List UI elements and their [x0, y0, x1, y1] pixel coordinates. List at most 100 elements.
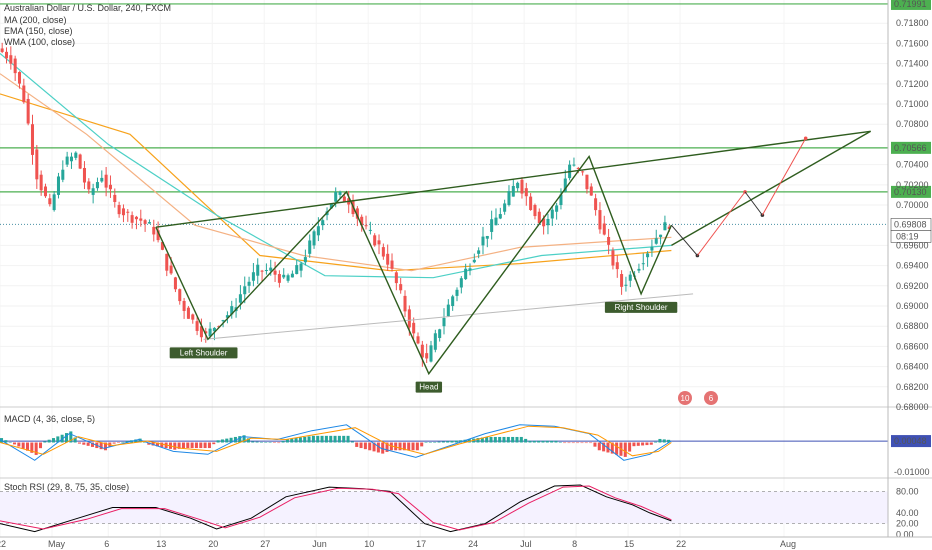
candle-body — [312, 231, 316, 246]
macd-signal-line — [0, 425, 672, 457]
candle-body — [217, 326, 221, 328]
price-level-tag — [891, 0, 931, 10]
macd-histogram-bar — [337, 435, 341, 443]
macd-histogram-bar — [628, 442, 632, 452]
candle-body — [576, 167, 580, 169]
macd-histogram-bar — [623, 442, 627, 457]
macd-histogram-bar — [532, 440, 536, 443]
macd-histogram-bar — [51, 438, 56, 443]
candle-body — [260, 270, 264, 272]
macd-histogram-bar — [199, 442, 203, 449]
macd-histogram-bar — [541, 440, 545, 443]
event-badges: 10 6 — [678, 391, 718, 405]
macd-histogram-bar — [242, 435, 246, 443]
candle-body — [126, 211, 130, 213]
macd-histogram-bar — [589, 442, 593, 444]
macd-histogram-bar — [47, 439, 51, 443]
candle-body — [650, 246, 654, 251]
macd-histogram-bar — [567, 442, 571, 444]
y-tick-label: 0.69400 — [896, 261, 929, 271]
macd-histogram-bar — [667, 439, 671, 443]
macd-histogram-bar — [225, 438, 229, 443]
macd-histogram-bar — [73, 437, 77, 443]
stoch-d-line — [0, 485, 672, 531]
x-tick-label: 24 — [468, 539, 478, 549]
pattern-annotations: Left Shoulder Head Right Shoulder — [169, 301, 678, 393]
candle-body — [230, 306, 234, 315]
candle-body — [533, 205, 537, 217]
y-tick-label: 0.68400 — [896, 362, 929, 372]
macd-histogram-bar — [320, 435, 324, 443]
candle-body — [503, 203, 507, 212]
macd-histogram-bar — [220, 439, 224, 443]
y-tick-label: 0.70400 — [896, 160, 929, 170]
macd-histogram-bar — [4, 440, 8, 443]
candle-body — [295, 265, 299, 275]
head-and-shoulders-path — [155, 155, 673, 376]
macd-histogram-bar — [654, 441, 658, 443]
macd-histogram-bar — [142, 441, 146, 443]
candle-body — [438, 329, 442, 338]
candle-body — [221, 320, 225, 322]
candle-body — [299, 263, 303, 271]
y-tick-label: 0.69600 — [896, 240, 929, 250]
candle-body — [624, 284, 628, 286]
macd-histogram-bar — [381, 442, 385, 454]
y-tick-label: 0.71400 — [896, 59, 929, 69]
candle-body — [130, 215, 134, 223]
macd-histogram-bar — [402, 442, 406, 451]
x-tick-label: 27 — [260, 539, 270, 549]
macd-histogram-bar — [125, 441, 129, 443]
macd-histogram-bar — [103, 442, 107, 451]
macd-histogram-bar — [268, 442, 272, 443]
candle-body — [368, 229, 372, 231]
macd-histogram-bar — [21, 442, 25, 449]
macd-histogram-bar — [30, 442, 34, 453]
stoch-y-tick: 80.00 — [896, 486, 919, 496]
macd-histogram-bar — [259, 441, 263, 443]
candle-body — [160, 242, 164, 250]
candle-body — [542, 218, 546, 227]
macd-histogram-bar — [307, 436, 311, 443]
candle-body — [277, 274, 281, 283]
candle-body — [386, 253, 390, 265]
candle-body — [572, 164, 576, 166]
candle-body — [195, 321, 199, 331]
macd-histogram-bar — [203, 442, 207, 449]
candle-body — [108, 184, 112, 190]
candle-body — [91, 188, 95, 195]
macd-histogram-bar — [264, 442, 268, 443]
stoch-y-tick: 20.00 — [896, 519, 919, 529]
macd-histogram-bar — [281, 441, 285, 443]
candle-body — [433, 333, 437, 350]
macd-y-tick: -0.01000 — [894, 467, 930, 477]
macd-histogram-bar — [177, 442, 181, 449]
macd-label: MACD (4, 36, close, 5) — [4, 414, 95, 424]
macd-histogram-bar — [454, 440, 458, 443]
macd-histogram-bar — [433, 441, 437, 443]
macd-histogram-bar — [576, 442, 580, 444]
candle-body — [182, 300, 186, 311]
macd-histogram-bar — [463, 439, 467, 443]
x-tick-label: 20 — [208, 539, 218, 549]
candle-body — [4, 51, 9, 59]
price-level-label: 0.69808 — [894, 219, 927, 229]
x-tick-label: Jul — [520, 539, 532, 549]
candle-body — [74, 152, 78, 158]
macd-value-tag — [891, 435, 931, 448]
candle-body — [143, 220, 147, 224]
x-tick-label: 8 — [572, 539, 577, 549]
macd-histogram-bar — [17, 442, 21, 447]
candle-body — [100, 177, 104, 182]
y-tick-label: 0.68000 — [896, 402, 929, 412]
macd-histogram-bar — [181, 442, 185, 449]
candle-body — [69, 156, 73, 162]
candle-body — [329, 203, 333, 209]
macd-histogram-bar — [121, 441, 125, 443]
macd-histogram-bar — [255, 441, 259, 443]
candle-body — [308, 240, 312, 254]
candle-body — [663, 222, 667, 231]
candle-body — [507, 191, 511, 206]
